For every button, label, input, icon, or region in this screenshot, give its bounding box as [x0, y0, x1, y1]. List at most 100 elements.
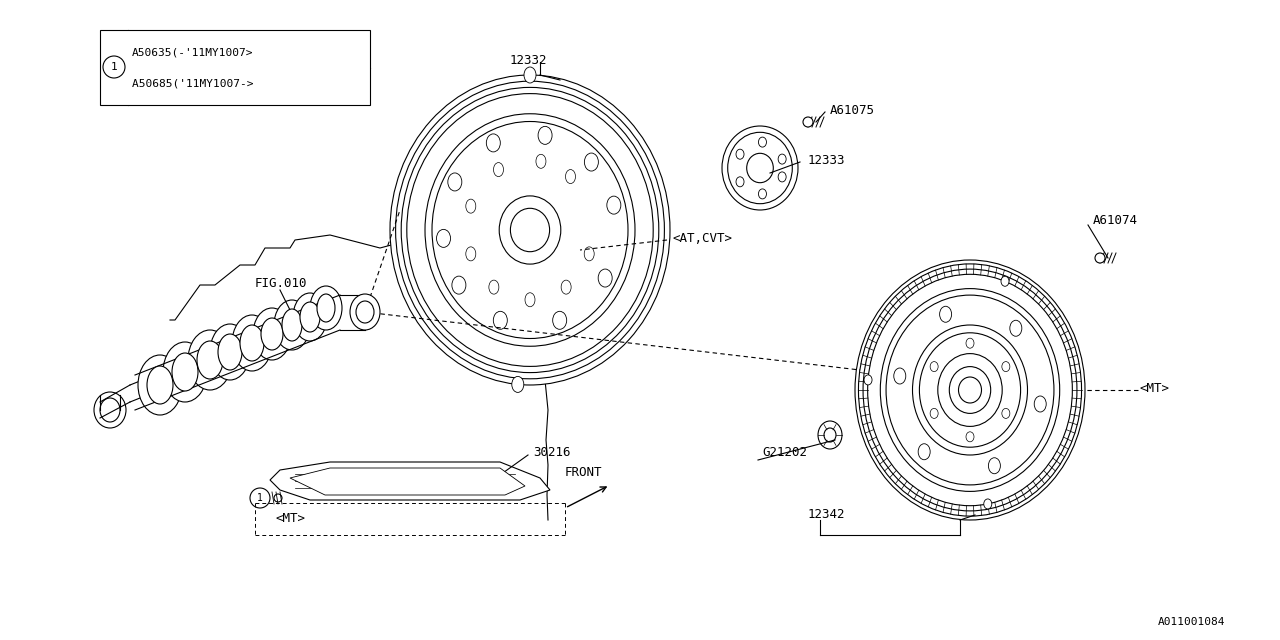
Ellipse shape: [598, 269, 612, 287]
Ellipse shape: [931, 362, 938, 372]
Text: 12342: 12342: [808, 509, 846, 522]
Ellipse shape: [407, 93, 653, 366]
Ellipse shape: [102, 56, 125, 78]
Ellipse shape: [736, 149, 744, 159]
Text: 1: 1: [257, 493, 262, 503]
Ellipse shape: [722, 126, 797, 210]
Ellipse shape: [300, 302, 320, 332]
Text: G21202: G21202: [762, 447, 806, 460]
Text: FIG.010: FIG.010: [255, 276, 307, 289]
Ellipse shape: [499, 196, 561, 264]
Ellipse shape: [919, 333, 1020, 447]
Ellipse shape: [396, 81, 664, 379]
Ellipse shape: [1002, 362, 1010, 372]
Ellipse shape: [436, 229, 451, 248]
Ellipse shape: [585, 153, 598, 171]
Ellipse shape: [855, 260, 1085, 520]
Text: <MT>: <MT>: [1140, 381, 1170, 394]
Text: 1: 1: [110, 62, 118, 72]
Ellipse shape: [959, 377, 982, 403]
Ellipse shape: [1010, 320, 1021, 336]
Ellipse shape: [293, 293, 326, 341]
Ellipse shape: [349, 294, 380, 330]
Ellipse shape: [511, 208, 549, 252]
Ellipse shape: [210, 324, 250, 380]
Ellipse shape: [1001, 276, 1009, 286]
Ellipse shape: [232, 315, 273, 371]
Ellipse shape: [607, 196, 621, 214]
Ellipse shape: [746, 154, 773, 182]
Ellipse shape: [868, 275, 1073, 506]
Ellipse shape: [253, 308, 291, 360]
Ellipse shape: [950, 367, 991, 413]
Ellipse shape: [524, 67, 536, 83]
Polygon shape: [270, 462, 550, 500]
Ellipse shape: [759, 189, 767, 199]
Ellipse shape: [494, 163, 503, 177]
Ellipse shape: [931, 408, 938, 419]
Ellipse shape: [584, 247, 594, 261]
Ellipse shape: [1002, 408, 1010, 419]
Ellipse shape: [274, 300, 310, 350]
Ellipse shape: [824, 428, 836, 442]
Ellipse shape: [525, 292, 535, 307]
Ellipse shape: [566, 170, 576, 184]
Ellipse shape: [940, 307, 951, 323]
Ellipse shape: [859, 264, 1082, 516]
Ellipse shape: [984, 499, 992, 509]
Ellipse shape: [147, 366, 173, 404]
Ellipse shape: [966, 432, 974, 442]
Bar: [100, 30, 370, 105]
Ellipse shape: [918, 444, 931, 460]
Ellipse shape: [466, 199, 476, 213]
Ellipse shape: [803, 117, 813, 127]
Ellipse shape: [138, 355, 182, 415]
Ellipse shape: [553, 311, 567, 330]
Ellipse shape: [538, 126, 552, 145]
Ellipse shape: [493, 311, 507, 330]
Ellipse shape: [778, 154, 786, 164]
Ellipse shape: [486, 134, 500, 152]
Ellipse shape: [966, 338, 974, 348]
Ellipse shape: [448, 173, 462, 191]
Ellipse shape: [759, 137, 767, 147]
Ellipse shape: [736, 177, 744, 187]
Text: A61075: A61075: [829, 104, 876, 116]
Polygon shape: [291, 468, 525, 495]
Text: FRONT: FRONT: [564, 465, 603, 479]
Ellipse shape: [172, 353, 198, 391]
Ellipse shape: [250, 488, 270, 508]
Text: A50685('11MY1007->: A50685('11MY1007->: [132, 78, 260, 88]
Ellipse shape: [466, 247, 476, 261]
Ellipse shape: [886, 295, 1053, 485]
Text: 12333: 12333: [808, 154, 846, 166]
Ellipse shape: [197, 341, 223, 379]
Ellipse shape: [938, 353, 1002, 426]
Ellipse shape: [893, 368, 906, 384]
Text: <AT,CVT>: <AT,CVT>: [672, 232, 732, 244]
Ellipse shape: [489, 280, 499, 294]
Ellipse shape: [261, 318, 283, 350]
Ellipse shape: [536, 154, 547, 168]
Text: A011001084: A011001084: [1158, 617, 1225, 627]
Ellipse shape: [561, 280, 571, 294]
Ellipse shape: [163, 342, 207, 402]
Ellipse shape: [1094, 253, 1105, 263]
Ellipse shape: [241, 325, 264, 361]
Text: <MT>: <MT>: [275, 511, 305, 525]
Ellipse shape: [778, 172, 786, 182]
Ellipse shape: [1034, 396, 1046, 412]
Ellipse shape: [988, 458, 1001, 474]
Text: A61074: A61074: [1093, 214, 1138, 227]
Text: 30216: 30216: [532, 445, 571, 458]
Text: A50635(-'11MY1007>: A50635(-'11MY1007>: [132, 47, 253, 57]
Ellipse shape: [452, 276, 466, 294]
Ellipse shape: [274, 494, 282, 502]
Ellipse shape: [512, 376, 524, 392]
Ellipse shape: [864, 375, 872, 385]
Ellipse shape: [863, 269, 1076, 511]
Ellipse shape: [188, 330, 232, 390]
Ellipse shape: [317, 294, 335, 322]
Ellipse shape: [390, 75, 669, 385]
Ellipse shape: [310, 286, 342, 330]
